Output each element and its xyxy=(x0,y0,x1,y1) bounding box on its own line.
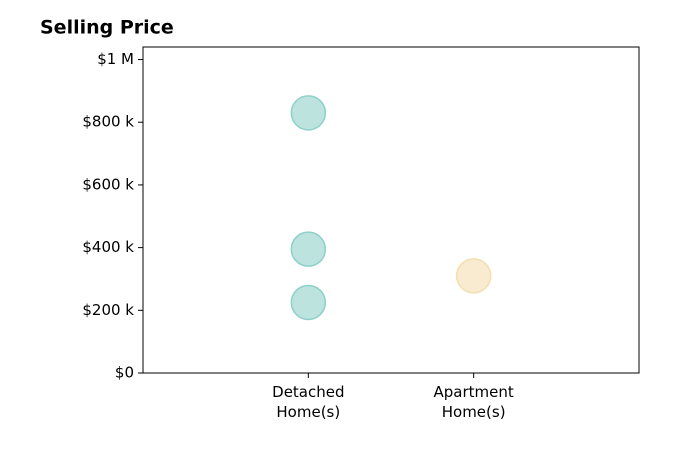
point xyxy=(290,95,327,131)
x-tick-label: Detached Home(s) xyxy=(272,383,345,421)
y-tick-label: $800 k xyxy=(82,113,134,131)
chart-title: Selling Price xyxy=(40,17,174,39)
y-tick-label: $400 k xyxy=(82,238,134,256)
point xyxy=(455,258,492,294)
point xyxy=(290,231,327,267)
point xyxy=(290,284,327,321)
y-tick-label: $600 k xyxy=(82,175,134,193)
plot-frame xyxy=(142,46,640,374)
y-tick-label: $1 M xyxy=(97,50,134,68)
y-tick-label: $0 xyxy=(115,364,134,382)
y-tick-label: $200 k xyxy=(82,301,134,319)
x-tick-label: Apartment Home(s) xyxy=(433,383,514,421)
